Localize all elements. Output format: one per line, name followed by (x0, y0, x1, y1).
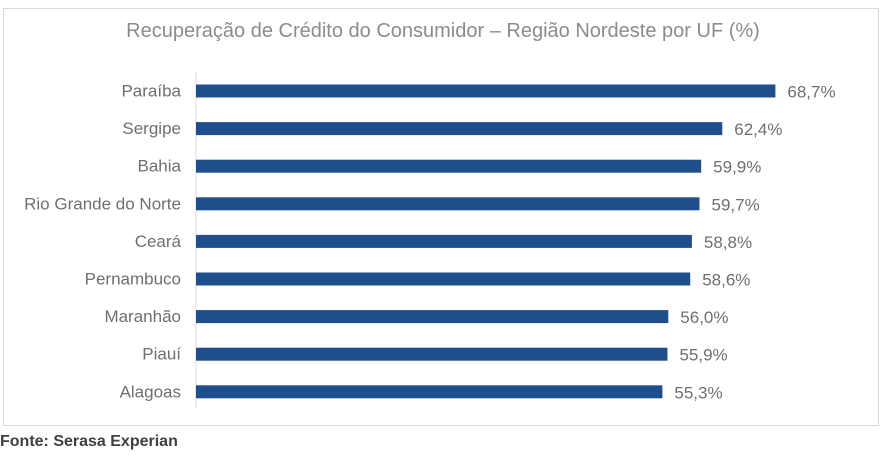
bar (196, 84, 776, 98)
source-note: Fonte: Serasa Experian (0, 433, 178, 450)
data-label: 56,0% (680, 308, 728, 327)
data-label: 55,3% (674, 383, 722, 402)
category-label: Rio Grande do Norte (24, 194, 181, 213)
category-label: Pernambuco (85, 270, 181, 289)
category-label: Sergipe (122, 119, 181, 138)
data-label: 59,7% (711, 195, 759, 214)
chart-title: Recuperação de Crédito do Consumidor – R… (126, 20, 760, 42)
bar (196, 197, 700, 211)
data-label: 58,6% (702, 271, 750, 290)
category-label: Paraíba (121, 82, 181, 101)
category-label: Maranhão (104, 307, 181, 326)
category-label: Alagoas (120, 382, 181, 401)
data-label: 68,7% (787, 83, 835, 102)
data-label: 59,9% (713, 158, 761, 177)
data-label: 62,4% (734, 120, 782, 139)
bar (196, 310, 669, 324)
bars-layer: Paraíba 68,7% Sergipe 62,4% Bahia 59,9% Rio Gr… (24, 72, 836, 408)
data-label: 55,9% (679, 346, 727, 365)
bar (196, 159, 702, 173)
category-label: Bahia (138, 157, 182, 176)
bar (196, 122, 723, 136)
category-label: Ceará (135, 232, 182, 251)
bar (196, 347, 668, 361)
category-label: Piauí (142, 345, 181, 364)
bar (196, 385, 663, 399)
bar (196, 234, 692, 248)
data-label: 58,8% (704, 233, 752, 252)
bar (196, 272, 691, 286)
